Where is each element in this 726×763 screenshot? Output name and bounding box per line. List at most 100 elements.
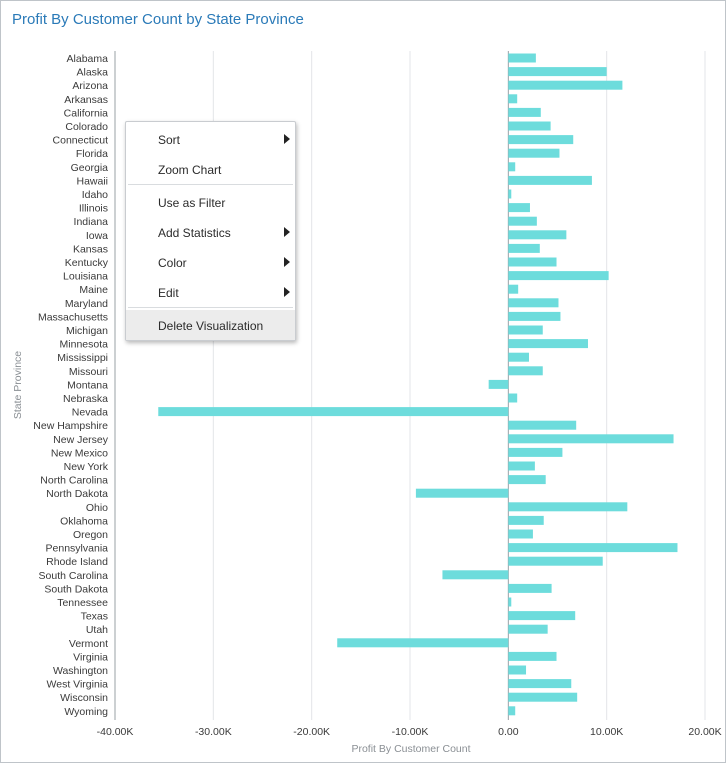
bar: [508, 665, 527, 675]
category-label: Maryland: [65, 298, 108, 310]
category-label: Hawaii: [76, 175, 108, 187]
menu-item-color[interactable]: Color: [126, 247, 295, 277]
bar: [508, 135, 574, 145]
bar: [508, 651, 557, 661]
category-label: Oklahoma: [60, 515, 108, 527]
category-label: Iowa: [86, 230, 108, 242]
category-label: North Dakota: [46, 488, 108, 500]
category-label: New Mexico: [51, 447, 108, 459]
menu-item-edit[interactable]: Edit: [126, 277, 295, 307]
bar: [508, 148, 560, 158]
x-tick-label: 20.00K: [688, 726, 721, 738]
menu-item-use-as-filter[interactable]: Use as Filter: [126, 187, 295, 217]
y-axis-title: State Province: [12, 351, 24, 419]
submenu-arrow-icon: [284, 134, 290, 144]
category-label: Illinois: [79, 203, 108, 215]
category-label: Florida: [76, 148, 108, 160]
category-label: Arizona: [72, 80, 108, 92]
category-label: Indiana: [74, 216, 109, 228]
x-tick-label: -30.00K: [195, 726, 232, 738]
bar: [508, 692, 578, 702]
bar: [508, 461, 535, 471]
bar: [508, 543, 678, 553]
bar: [508, 67, 607, 77]
category-label: Texas: [81, 611, 108, 623]
bar: [158, 407, 509, 417]
menu-item-label: Sort: [158, 133, 181, 147]
category-label: Mississippi: [57, 352, 108, 364]
bar: [508, 80, 623, 90]
bar: [508, 311, 561, 321]
category-label: New Jersey: [53, 434, 109, 446]
category-label: Colorado: [65, 121, 108, 133]
category-label: Pennsylvania: [46, 543, 109, 555]
menu-item-zoom-chart[interactable]: Zoom Chart: [126, 154, 295, 184]
bar: [508, 298, 559, 308]
category-label: Maine: [79, 284, 108, 296]
category-label: Utah: [86, 624, 108, 636]
bar: [508, 175, 592, 185]
bar: [508, 271, 609, 281]
category-label: Rhode Island: [46, 556, 108, 568]
menu-item-label: Edit: [158, 286, 179, 300]
category-label: Massachusetts: [38, 311, 108, 323]
bar: [508, 502, 628, 512]
category-label: Nevada: [72, 407, 108, 419]
category-label: New York: [64, 461, 109, 473]
category-label: Minnesota: [60, 339, 109, 351]
bar: [508, 624, 548, 634]
x-tick-label: -40.00K: [97, 726, 134, 738]
menu-item-delete-visualization[interactable]: Delete Visualization: [126, 310, 295, 340]
category-label: Vermont: [69, 638, 108, 650]
category-label: Kentucky: [65, 257, 109, 269]
category-label: Missouri: [69, 366, 108, 378]
bar: [508, 284, 519, 294]
category-label: Virginia: [73, 651, 108, 663]
bar: [508, 339, 588, 349]
category-label: South Dakota: [44, 583, 108, 595]
menu-item-add-statistics[interactable]: Add Statistics: [126, 217, 295, 247]
menu-item-label: Zoom Chart: [158, 163, 222, 177]
category-label: Michigan: [66, 325, 108, 337]
bar: [442, 570, 509, 580]
bar: [508, 107, 541, 117]
bar: [508, 583, 552, 593]
bar: [508, 121, 551, 131]
x-axis-title: Profit By Customer Count: [351, 743, 470, 755]
bar: [508, 434, 674, 444]
bar: [508, 366, 543, 376]
bar: [508, 53, 536, 63]
bar: [508, 203, 530, 213]
category-label: Ohio: [86, 502, 108, 514]
bar: [508, 216, 537, 226]
category-label: Arkansas: [64, 94, 108, 106]
category-label: Tennessee: [57, 597, 108, 609]
menu-item-sort[interactable]: Sort: [126, 124, 295, 154]
category-label: Washington: [53, 665, 108, 677]
category-label: California: [64, 107, 109, 119]
bar: [508, 529, 533, 539]
category-label: Wyoming: [64, 706, 108, 718]
bar: [508, 230, 567, 240]
x-tick-label: -20.00K: [293, 726, 330, 738]
bar: [508, 597, 512, 607]
bar: [508, 189, 512, 199]
category-label: Alaska: [76, 67, 108, 79]
category-label: West Virginia: [47, 679, 109, 691]
context-menu: Sort Zoom Chart Use as Filter Add Statis…: [125, 121, 296, 341]
x-tick-label: 0.00: [498, 726, 519, 738]
bar: [508, 679, 572, 689]
category-label: Nebraska: [63, 393, 108, 405]
bar: [508, 475, 546, 485]
category-label: Wisconsin: [60, 692, 108, 704]
bar: [488, 379, 509, 389]
bar: [508, 243, 540, 253]
category-label: North Carolina: [40, 475, 108, 487]
bar: [508, 257, 557, 267]
menu-item-label: Use as Filter: [158, 196, 226, 210]
category-label: Montana: [67, 379, 108, 391]
bar: [508, 352, 529, 362]
x-tick-label: 10.00K: [590, 726, 623, 738]
